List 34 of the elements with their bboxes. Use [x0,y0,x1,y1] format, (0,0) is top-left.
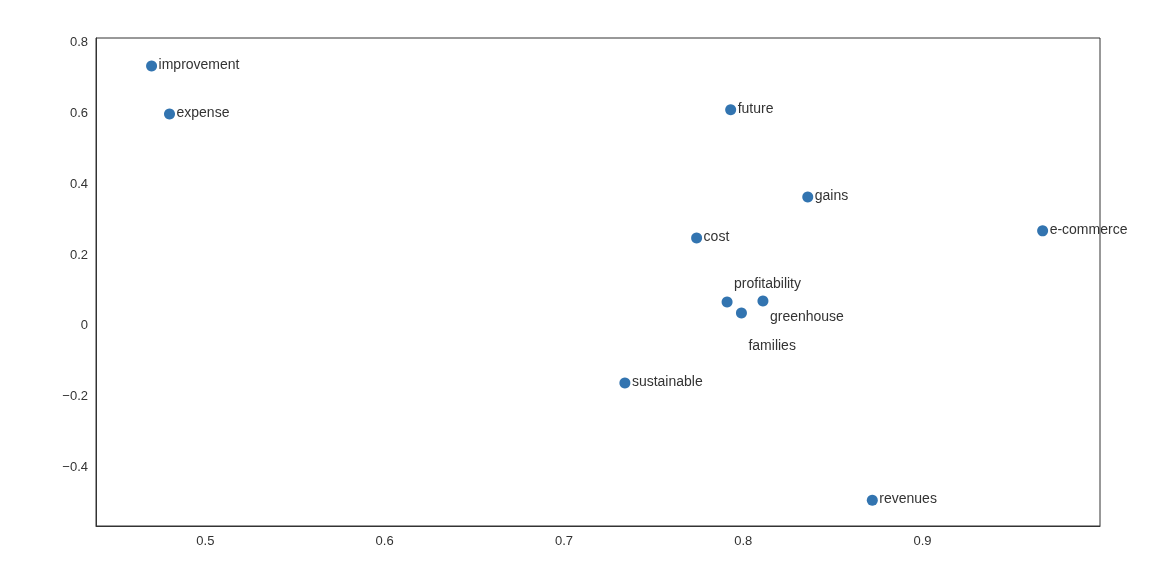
annotation: future [737,99,774,116]
annotation: families [748,336,796,353]
point [802,191,814,203]
x-tick-label: 0.5 [196,533,215,548]
x-tick-label: 0.6 [375,533,394,548]
point [146,60,158,72]
y-tick-label: 0.6 [69,105,88,121]
point [1037,225,1049,237]
point [725,104,737,116]
annotation: revenues [879,490,937,507]
annotation: gains [814,186,849,203]
annotation: cost [703,227,730,244]
y-tick-label: 0.8 [69,34,88,50]
point [619,377,631,389]
y-tick-label: 0.4 [69,175,88,191]
annotation: e-commerce [1049,220,1128,237]
x-tick-label: 0.7 [554,533,573,548]
annotation: expense [176,104,230,121]
point [721,296,733,308]
point [735,307,747,319]
point [164,108,176,120]
point [691,232,703,244]
x-tick-label: 0.9 [913,533,932,548]
annotation: improvement [158,55,240,72]
annotation: profitability [734,274,802,291]
y-tick-label: 0.2 [69,246,88,262]
y-tick-label: −0.2 [62,388,88,404]
annotation: sustainable [631,373,703,390]
y-tick-label: 0 [80,317,88,333]
annotation: greenhouse [769,307,845,324]
point [757,295,769,307]
x-tick-label: 0.8 [734,533,753,548]
point [866,494,878,506]
y-tick-label: −0.4 [62,459,88,475]
